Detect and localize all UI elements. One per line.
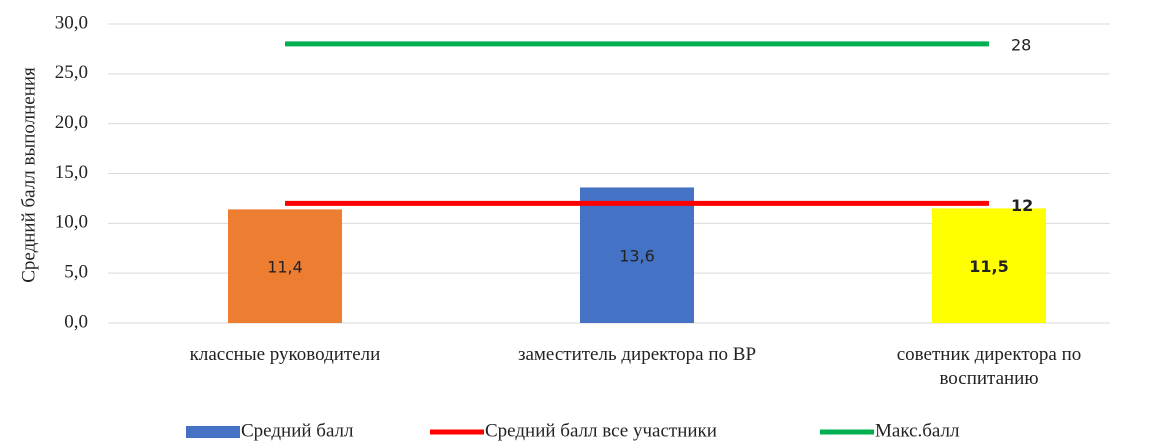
y-tick-label: 20,0 [55,112,88,133]
data-label: 13,6 [619,247,655,266]
bar [580,187,694,323]
legend-label: Средний балл все участники [485,420,717,441]
data-label: 12 [1011,196,1033,215]
y-tick-label: 30,0 [55,12,88,33]
y-tick-label: 15,0 [55,162,88,183]
data-label: 28 [1011,35,1031,54]
legend-label: Макс.балл [875,420,960,441]
y-tick-label: 10,0 [55,212,88,233]
bar [228,209,342,323]
data-label: 11,4 [267,258,303,277]
x-tick-label: заместитель директора по ВР [517,344,757,365]
y-tick-label: 25,0 [55,62,88,83]
y-tick-label: 5,0 [64,262,88,283]
x-tick-label: советник директора по воспитанию [896,344,1082,389]
y-tick-label: 0,0 [64,311,88,332]
x-tick-label: классные руководители [189,344,381,365]
data-label: 11,5 [969,257,1008,276]
legend-swatch [186,426,240,438]
bar [932,208,1046,323]
legend-label: Средний балл [241,420,354,441]
y-axis-title: Средний балл выполнения [18,67,39,283]
